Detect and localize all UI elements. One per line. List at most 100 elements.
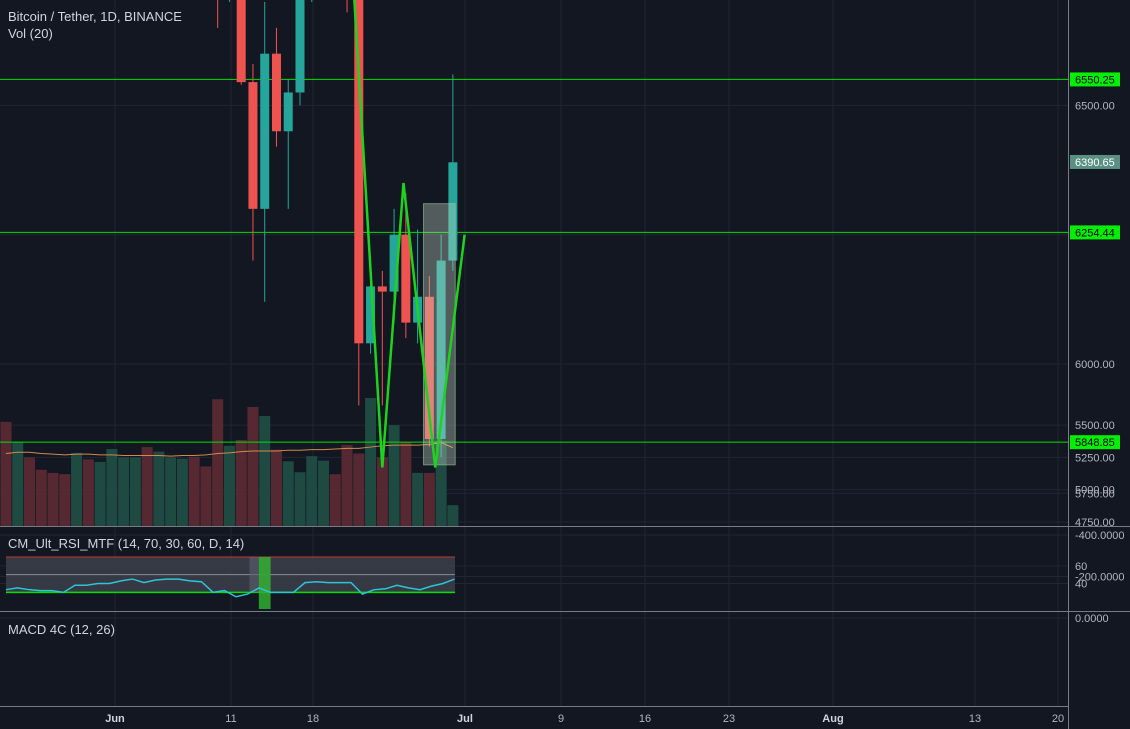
- volume-bar: [200, 466, 212, 526]
- volume-bar: [341, 445, 353, 526]
- rsi-legend[interactable]: CM_Ult_RSI_MTF (14, 70, 30, 60, D, 14): [8, 536, 245, 551]
- time-axis-tick: 18: [307, 713, 319, 725]
- volume-bar: [412, 472, 424, 526]
- candle-body: [260, 53, 270, 209]
- time-axis-tick: Jun: [105, 713, 125, 725]
- volume-bar: [435, 440, 447, 526]
- price-axis-tick: 6500.00: [1075, 100, 1115, 112]
- grid-lines: [0, 0, 1068, 706]
- rsi-line: [5, 578, 455, 598]
- time-axis-tick: Jul: [457, 713, 473, 725]
- level-lines: [0, 78, 1068, 443]
- volume-bar: [447, 505, 459, 526]
- volume-bar: [82, 459, 94, 526]
- candle-body: [366, 286, 376, 344]
- symbol-legend[interactable]: Bitcoin / Tether, 1D, BINANCE: [8, 9, 182, 24]
- price-axis: 8750.008500.008250.008000.007750.007500.…: [1070, 72, 1125, 625]
- volume-axis-tick: 5250.00: [1075, 452, 1115, 464]
- volume-bar: [35, 469, 47, 526]
- candle-body: [424, 296, 434, 439]
- candles: [217, 0, 458, 458]
- time-axis-tick: 23: [723, 713, 735, 725]
- rsi-oversold-highlight: [258, 557, 271, 609]
- volume-axis-tick: 4750.00: [1075, 517, 1115, 529]
- volume-bar: [47, 472, 59, 526]
- volume-bar: [12, 441, 24, 526]
- volume-bar: [423, 472, 435, 526]
- current-price-badge: [1070, 154, 1120, 169]
- time-axis-tick: 9: [558, 713, 564, 725]
- volume-ma-line: [5, 442, 454, 457]
- volume-bar: [212, 399, 224, 526]
- candle-body: [248, 82, 258, 209]
- macd-axis-tick: -400.0000: [1075, 530, 1125, 542]
- volume-bar: [0, 421, 12, 526]
- volume-bar: [282, 461, 294, 526]
- volume-bar: [59, 474, 71, 526]
- volume-bar: [71, 452, 83, 526]
- level-price-badge: [1070, 225, 1120, 240]
- volume-bar: [400, 441, 412, 526]
- candle-body: [389, 234, 399, 292]
- volume-bar: [129, 457, 141, 526]
- volume-bar: [306, 456, 318, 526]
- candle-body: [295, 0, 305, 93]
- volume-bar: [188, 456, 200, 526]
- level-price-label: 5848.85: [1075, 437, 1115, 449]
- volume-axis-tick: 5500.00: [1075, 420, 1115, 432]
- volume-bar: [235, 439, 247, 526]
- time-axis-tick: Aug: [822, 713, 843, 725]
- pattern-highlight-box: [422, 203, 456, 466]
- time-axis-tick: 13: [969, 713, 981, 725]
- volume-bar: [165, 457, 177, 526]
- rsi-axis-tick: 60: [1075, 561, 1087, 573]
- candle-body: [401, 234, 411, 323]
- time-axis-tick: 20: [1052, 713, 1064, 725]
- volume-bar: [247, 407, 259, 526]
- time-axis: Jun 11 18 Jul 9 16 23 Aug 13 20: [105, 713, 1064, 725]
- volume-bar: [365, 397, 377, 526]
- candle-body: [271, 53, 281, 132]
- candle-body: [236, 0, 246, 83]
- volume-bar: [259, 416, 271, 526]
- volume-pane: [0, 397, 459, 526]
- volume-axis-tick: 5000.00: [1075, 485, 1115, 497]
- volume-bar: [141, 447, 153, 526]
- candle-body: [354, 0, 364, 344]
- rsi-pane: [5, 556, 455, 609]
- volume-bar: [318, 460, 330, 526]
- volume-bar: [294, 472, 306, 526]
- current-price-label: 6390.65: [1075, 157, 1115, 169]
- candle-body: [377, 286, 387, 292]
- volume-bar: [270, 449, 282, 526]
- level-price-badge: [1070, 72, 1120, 87]
- w-pattern-line: [353, 0, 466, 468]
- volume-bar: [106, 449, 118, 526]
- macd-axis-tick: -200.0000: [1075, 572, 1125, 584]
- candle-body: [283, 92, 293, 132]
- volume-bar: [118, 457, 130, 526]
- level-price-label: 6550.25: [1075, 74, 1115, 86]
- volume-bar: [376, 457, 388, 526]
- volume-bar: [329, 474, 341, 526]
- macd-axis-tick: 0.0000: [1075, 613, 1109, 625]
- level-price-label: 6254.44: [1075, 227, 1115, 239]
- candle-body: [448, 162, 458, 261]
- volume-bar: [223, 445, 235, 526]
- rsi-axis-tick: 40: [1075, 579, 1087, 591]
- volume-bar: [388, 425, 400, 526]
- macd-legend[interactable]: MACD 4C (12, 26): [8, 622, 115, 637]
- price-axis-tick: 6000.00: [1075, 359, 1115, 371]
- volume-legend[interactable]: Vol (20): [8, 26, 53, 41]
- volume-bar: [94, 461, 106, 526]
- time-axis-tick: 11: [225, 713, 236, 725]
- volume-bar: [176, 458, 188, 526]
- candle-body: [436, 260, 446, 439]
- volume-bar: [353, 453, 365, 526]
- volume-bar: [153, 451, 165, 526]
- price-axis-tick: 5750.00: [1075, 488, 1115, 500]
- level-price-badge: [1070, 435, 1120, 450]
- time-axis-tick: 16: [639, 713, 651, 725]
- volume-bar: [24, 457, 36, 526]
